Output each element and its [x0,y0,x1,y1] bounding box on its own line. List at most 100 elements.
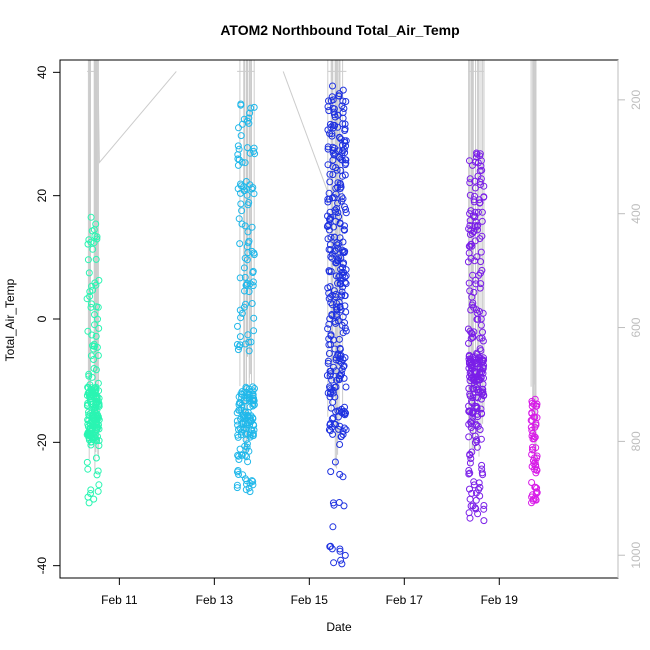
data-point [340,226,348,234]
data-point [336,134,344,142]
data-point [470,303,477,311]
data-point [235,215,243,223]
data-point [87,352,95,360]
data-point [94,379,102,387]
data-point [325,267,333,275]
data-point [326,216,334,224]
data-point [95,324,103,332]
data-point [90,345,98,353]
data-point [242,383,250,391]
data-point [465,470,473,478]
data-point [234,346,242,354]
data-point [247,104,255,112]
secondary-y-tick-label: 1000 [629,542,643,569]
data-point [84,399,92,407]
data-point [91,232,99,240]
data-point [466,450,474,458]
data-point [335,425,343,433]
x-tick-label: Feb 11 [101,593,138,607]
data-point [325,226,333,234]
data-point [340,269,348,276]
data-point [465,242,473,250]
data-point [250,251,258,259]
data-point [243,385,251,392]
data-point [468,230,476,237]
data-point [323,372,331,379]
data-point [333,205,340,212]
data-point [531,433,539,441]
data-point [237,314,245,322]
data-point [334,244,342,252]
data-point [474,208,482,216]
data-point [325,246,333,253]
data-point [465,339,472,347]
data-point [342,98,350,105]
data-point [247,412,255,420]
data-point [235,343,243,351]
data-point [336,441,344,448]
data-point [334,279,341,287]
data-point [469,409,477,417]
data-point [243,256,251,264]
data-point [324,389,332,397]
data-point [478,385,486,393]
data-point [528,409,536,417]
data-point [335,92,343,100]
data-point [341,551,349,559]
data-point [92,416,99,423]
data-point [341,161,349,169]
data-point [467,502,475,510]
data-point [529,446,537,454]
data-point [467,455,475,462]
data-point [95,425,103,433]
data-point [465,249,473,257]
data-point [472,280,480,288]
data-point [473,253,481,261]
data-point [249,269,257,276]
data-point [234,421,242,429]
data-point [89,400,97,408]
data-point [342,383,350,391]
data-point [476,426,484,434]
data-point [341,319,348,327]
data-point [83,458,91,466]
data-point [471,504,479,512]
data-point [87,441,95,449]
data-point [85,372,93,380]
data-point [329,389,337,397]
y-tick-label: -40 [35,557,49,575]
data-point [330,151,338,159]
x-axis-label: Date [326,620,352,634]
data-point [338,432,345,440]
data-point [468,293,476,301]
data-point [91,279,99,287]
data-point [340,145,348,153]
data-point [466,157,473,165]
data-point [466,191,474,199]
data-point [326,241,334,249]
data-point [339,313,347,321]
data-point [338,197,345,205]
data-point [471,439,479,447]
data-point [471,213,478,221]
data-point [327,293,335,301]
data-point [246,433,254,441]
data-point [240,264,248,272]
data-point [248,223,256,231]
data-point [85,416,93,424]
data-point [477,405,485,413]
data-point [465,402,473,410]
data-point [324,325,332,333]
data-point [479,365,487,373]
secondary-y-tick-label: 600 [629,317,643,337]
data-point [330,559,338,567]
data-point [475,486,483,494]
data-point [330,336,338,344]
data-point [332,383,340,391]
data-point [324,359,332,367]
data-point [90,390,98,398]
data-point [474,226,481,234]
data-point [234,185,242,193]
data-point [329,523,337,531]
data-point [339,431,347,438]
